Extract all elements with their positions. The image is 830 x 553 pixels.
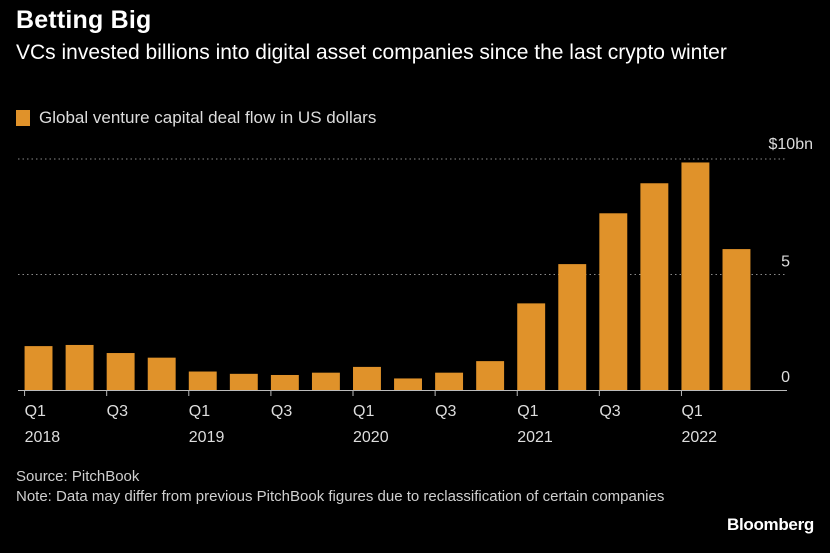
legend: Global venture capital deal flow in US d… xyxy=(16,108,376,128)
x-tick-label: Q3 xyxy=(271,403,292,420)
gridlines xyxy=(18,158,787,275)
x-tick-label: Q1 xyxy=(353,403,374,420)
bars xyxy=(24,162,751,390)
bar xyxy=(24,346,53,390)
chart-subtitle: VCs invested billions into digital asset… xyxy=(16,41,727,64)
y-tick-label: 0 xyxy=(781,369,790,386)
bar xyxy=(517,303,546,390)
axes: 0 5 $10bn Q1 2018 Q3 Q1 2019 Q3 Q1 2020 Q3 Q1 2021 Q3 Q… xyxy=(18,136,813,446)
legend-swatch xyxy=(16,110,30,126)
legend-label: Global venture capital deal flow in US d… xyxy=(39,108,377,127)
bar xyxy=(353,366,381,390)
x-year-label: 2019 xyxy=(189,429,225,446)
bar xyxy=(311,372,340,390)
y-tick-label: 5 xyxy=(781,254,790,271)
x-tick-label: Q3 xyxy=(107,403,128,420)
bar xyxy=(188,371,217,390)
bar xyxy=(681,162,710,390)
x-tick-label: Q1 xyxy=(189,403,210,420)
x-tick-label: Q1 xyxy=(25,403,46,420)
source-note: Source: PitchBook xyxy=(16,468,140,485)
bar xyxy=(147,357,176,390)
bar xyxy=(722,249,751,390)
x-year-label: 2020 xyxy=(353,429,389,446)
y-tick-label: $10bn xyxy=(769,136,814,153)
bar xyxy=(394,378,422,390)
chart-title: Betting Big xyxy=(16,6,152,34)
bar xyxy=(599,213,628,390)
x-year-label: 2021 xyxy=(517,429,553,446)
x-year-label: 2022 xyxy=(681,429,717,446)
bar xyxy=(476,361,505,390)
bar xyxy=(640,183,669,390)
bar xyxy=(65,344,94,390)
bar xyxy=(558,264,587,390)
x-tick-label: Q3 xyxy=(435,403,456,420)
x-tick-label: Q3 xyxy=(599,403,620,420)
x-year-label: 2018 xyxy=(25,429,61,446)
bar xyxy=(106,353,135,390)
bar xyxy=(435,372,464,390)
bloomberg-logo: Bloomberg xyxy=(726,515,814,534)
footnote: Note: Data may differ from previous Pitc… xyxy=(16,488,665,505)
bar xyxy=(270,374,299,390)
x-tick-label: Q1 xyxy=(681,403,702,420)
x-tick-label: Q1 xyxy=(517,403,538,420)
bar xyxy=(229,373,258,390)
